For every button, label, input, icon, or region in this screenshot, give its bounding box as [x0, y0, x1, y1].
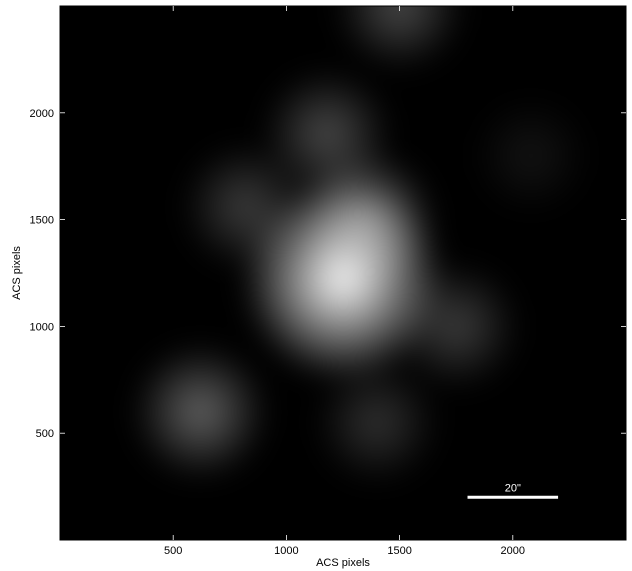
y-tick-label: 1000	[30, 321, 54, 333]
x-tick-label: 2000	[501, 545, 525, 557]
y-axis-label: ACS pixels	[11, 246, 23, 300]
emission-peak	[182, 143, 310, 271]
scale-bar: 20"	[467, 482, 559, 499]
emission-peak	[392, 262, 520, 390]
scale-bar-label: 20"	[505, 482, 521, 494]
y-axis: 500 1000 1500 2000	[30, 108, 626, 440]
emission-map	[132, 6, 590, 485]
x-axis: 500 1000 1500 2000	[164, 6, 525, 557]
x-axis-label: ACS pixels	[316, 557, 370, 569]
emission-peak	[472, 97, 590, 214]
emission-peak	[334, 6, 465, 71]
y-tick-label: 500	[36, 428, 54, 440]
emission-peak	[314, 360, 439, 485]
y-tick-label: 2000	[30, 108, 54, 120]
emission-peak	[132, 343, 269, 480]
x-tick-label: 1000	[274, 545, 298, 557]
plot-frame	[59, 5, 627, 541]
y-tick-label: 1500	[30, 215, 54, 227]
x-tick-label: 1500	[387, 545, 411, 557]
x-tick-label: 500	[164, 545, 182, 557]
